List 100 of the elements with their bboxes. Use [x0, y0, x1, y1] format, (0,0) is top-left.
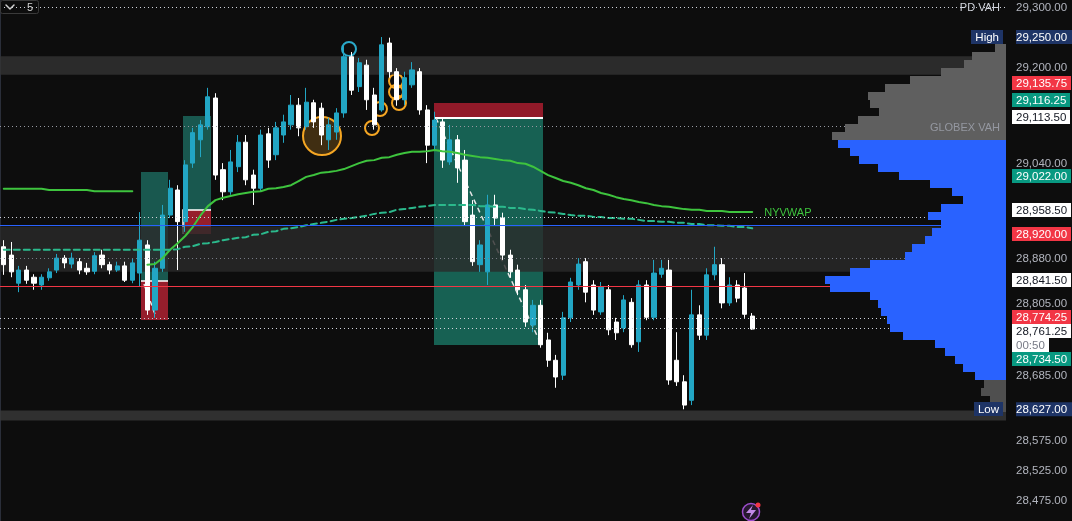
- candlestick: [447, 124, 452, 166]
- candlestick: [296, 97, 301, 137]
- candlestick: [425, 104, 430, 164]
- candlestick: [273, 121, 279, 161]
- candlestick: [228, 149, 233, 196]
- candlestick: [236, 134, 241, 173]
- candlestick: [92, 251, 97, 275]
- ref-line-label: GLOBEX VAH: [929, 120, 1001, 133]
- candlestick: [47, 267, 52, 282]
- text: 28,920.00: [1012, 227, 1072, 241]
- candlestick: [266, 127, 271, 169]
- candlestick: [251, 169, 256, 206]
- candlestick: [546, 332, 551, 368]
- y-tick-label: 29,250.00: [1016, 31, 1068, 44]
- y-tick-label: 28,475.00: [1016, 494, 1068, 507]
- y-tick-label: 29,300.00: [1016, 1, 1068, 14]
- y-tick-label: 28,805.00: [1016, 296, 1068, 309]
- y-tick-label: 28,575.00: [1016, 434, 1068, 447]
- candlestick: [190, 127, 195, 169]
- candlestick: [122, 261, 127, 283]
- candlestick: [455, 134, 460, 184]
- candlestick: [712, 246, 717, 281]
- candlestick: [107, 261, 112, 275]
- candlestick: [372, 87, 377, 131]
- candlestick: [160, 204, 165, 273]
- text: 29,116.25: [1012, 93, 1071, 107]
- candlestick: [644, 279, 649, 321]
- line-series: [146, 148, 754, 266]
- candlestick: [651, 259, 657, 321]
- candlestick: [485, 194, 490, 286]
- candlestick: [666, 259, 672, 386]
- candlestick: [387, 37, 392, 79]
- text: Low: [973, 402, 1003, 417]
- text: 29,022.00: [1012, 169, 1072, 184]
- candlestick: [84, 262, 90, 276]
- candlestick: [39, 273, 44, 291]
- candlestick: [682, 374, 687, 410]
- candlestick: [137, 211, 142, 288]
- candlestick: [750, 312, 755, 331]
- text: 28,774.25: [1012, 309, 1072, 324]
- candlestick: [319, 102, 324, 146]
- candlestick: [77, 257, 82, 275]
- candlestick: [493, 194, 498, 226]
- candlestick: [364, 59, 369, 111]
- candlestick: [311, 99, 316, 129]
- candlestick: [99, 249, 105, 269]
- candlestick: [326, 117, 331, 151]
- candlestick: [357, 57, 362, 93]
- candlestick: [152, 261, 158, 319]
- candlestick: [16, 265, 21, 293]
- candlestick: [727, 276, 732, 307]
- y-tick-label: 29,040.00: [1016, 156, 1068, 169]
- candlestick: [606, 284, 611, 336]
- candlestick: [719, 257, 725, 309]
- candlestick: [462, 149, 468, 226]
- candlestick: [145, 239, 150, 316]
- candlestick: [281, 114, 286, 144]
- candlestick: [614, 317, 619, 341]
- candlestick: [115, 261, 120, 273]
- annotation: 5: [27, 1, 34, 13]
- candlestick: [500, 212, 505, 261]
- candlestick: [198, 119, 203, 158]
- candlestick: [394, 67, 399, 107]
- candlestick: [432, 111, 437, 151]
- candlestick: [598, 281, 604, 316]
- text: 28,958.50: [1012, 203, 1072, 217]
- candlestick: [62, 254, 67, 269]
- candlestick: [130, 257, 135, 284]
- candlestick: [591, 279, 596, 316]
- candlestick: [69, 252, 74, 269]
- series-label: NYVWAP: [764, 206, 812, 219]
- candlestick: [523, 284, 528, 328]
- y-tick-label: 28,525.00: [1016, 464, 1068, 477]
- text: 00:50: [1012, 338, 1049, 353]
- candlestick: [1, 239, 6, 276]
- candlestick: [175, 184, 180, 271]
- text: 28,841.50: [1012, 273, 1072, 287]
- candlestick: [742, 272, 747, 319]
- candlestick: [629, 297, 634, 349]
- candlestick: [659, 259, 664, 279]
- candlestick: [304, 87, 309, 131]
- y-tick-label: 28,685.00: [1016, 368, 1068, 381]
- y-tick-label: 28,880.00: [1016, 252, 1068, 265]
- candlestick: [409, 61, 415, 89]
- candlestick: [689, 289, 694, 406]
- candlestick: [349, 51, 354, 96]
- candlestick: [735, 279, 740, 303]
- candlestick: [9, 241, 14, 278]
- candlestick: [417, 67, 422, 116]
- candlestick: [583, 257, 588, 303]
- text: 28,761.25: [1012, 324, 1072, 339]
- text: 29,135.75: [1012, 76, 1072, 90]
- text: High: [971, 30, 1003, 45]
- candlestick: [243, 134, 248, 186]
- candlestick: [54, 253, 59, 274]
- candlestick: [402, 71, 407, 106]
- candlestick: [379, 36, 384, 113]
- candlestick: [674, 331, 679, 387]
- y-tick-label: 29,200.00: [1016, 60, 1068, 73]
- candlestick: [31, 273, 37, 291]
